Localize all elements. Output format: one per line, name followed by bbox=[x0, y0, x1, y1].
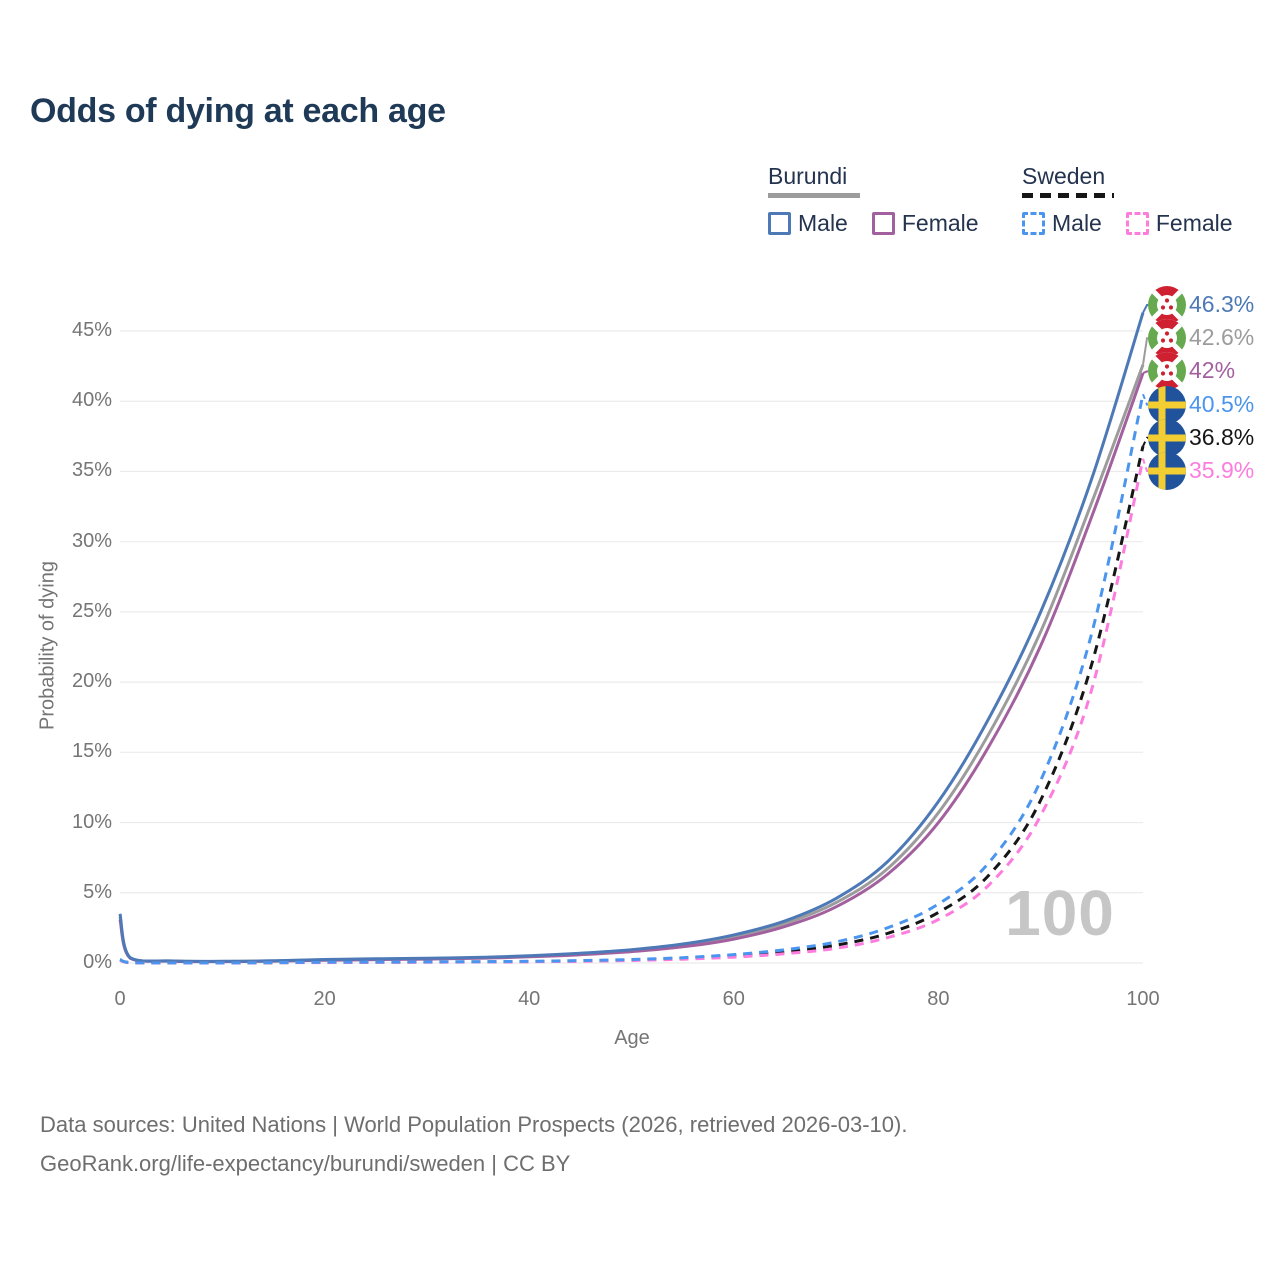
end-value-label-1: 46.3% bbox=[1189, 291, 1255, 317]
page-title: Odds of dying at each age bbox=[30, 92, 446, 130]
legend-country-sweden: Sweden bbox=[1022, 163, 1106, 189]
legend-label-burundi-female[interactable]: Female bbox=[901, 210, 979, 236]
series-line-burundi-female[interactable] bbox=[118, 372, 1145, 964]
label-leader-line bbox=[1142, 458, 1152, 472]
legend-toggle-sweden-female[interactable]: Female bbox=[1125, 210, 1233, 237]
burundi-flag-icon bbox=[1148, 319, 1186, 358]
footer-attribution-line: GeoRank.org/life-expectancy/burundi/swed… bbox=[40, 1151, 571, 1176]
series-line-burundi-both-sexes[interactable] bbox=[118, 364, 1145, 964]
burundi-flag-icon bbox=[1148, 286, 1186, 324]
legend-toggle-sweden-male[interactable]: Male bbox=[1022, 210, 1102, 237]
age-frame-watermark: 100 bbox=[1005, 877, 1115, 949]
end-value-label-3: 42% bbox=[1189, 357, 1236, 384]
label-leader-line bbox=[1142, 393, 1152, 406]
legend-swatch-sweden-male[interactable] bbox=[1022, 212, 1045, 235]
y-tick-label: 5% bbox=[83, 880, 112, 903]
end-value-label-4: 40.5% bbox=[1189, 390, 1255, 417]
legend-group-burundi: Burundi Male Female bbox=[768, 163, 979, 237]
x-tick-label: 0 bbox=[114, 988, 126, 1010]
footer-sources-line: Data sources: United Nations | World Pop… bbox=[40, 1112, 908, 1137]
x-tick-label: 100 bbox=[1126, 988, 1160, 1010]
y-tick-label: 20% bbox=[71, 670, 112, 693]
data-source-footer: Data sources: United Nations | World Pop… bbox=[40, 1105, 907, 1183]
legend-label-sweden-female[interactable]: Female bbox=[1155, 210, 1233, 236]
y-tick-label: 35% bbox=[71, 459, 112, 482]
legend-swatch-sweden-female[interactable] bbox=[1125, 212, 1149, 235]
burundi-flag-icon bbox=[1148, 352, 1186, 391]
series-line-burundi-male[interactable] bbox=[118, 312, 1145, 963]
y-tick-label: 45% bbox=[71, 319, 112, 341]
legend-toggle-burundi-male[interactable]: Male bbox=[768, 210, 848, 237]
sweden-flag-icon bbox=[1148, 418, 1186, 457]
end-value-label-2: 42.6% bbox=[1189, 324, 1255, 351]
y-tick-label: 40% bbox=[71, 389, 112, 412]
end-value-label-5: 36.8% bbox=[1189, 423, 1255, 450]
legend-label-sweden-male[interactable]: Male bbox=[1052, 210, 1102, 236]
y-tick-label: 15% bbox=[71, 740, 112, 763]
legend-toggle-burundi-female[interactable]: Female bbox=[871, 210, 979, 237]
legend-swatch-burundi-male[interactable] bbox=[768, 212, 791, 235]
legend-group-sweden: Sweden Male Female bbox=[1022, 163, 1233, 237]
x-tick-label: 60 bbox=[722, 988, 745, 1010]
y-tick-label: 0% bbox=[83, 951, 112, 973]
series-line-sweden-male[interactable] bbox=[119, 393, 1145, 965]
legend-label-burundi-male[interactable]: Male bbox=[798, 210, 848, 236]
x-axis-title: Age bbox=[614, 1027, 650, 1049]
x-tick-label: 80 bbox=[927, 988, 950, 1010]
sweden-flag-icon bbox=[1148, 385, 1186, 424]
x-tick-label: 40 bbox=[518, 988, 541, 1010]
x-tick-label: 20 bbox=[313, 988, 336, 1010]
y-tick-label: 30% bbox=[71, 529, 112, 552]
legend-country-burundi: Burundi bbox=[768, 163, 848, 189]
legend-swatch-burundi-female[interactable] bbox=[871, 212, 895, 235]
y-tick-label: 25% bbox=[71, 599, 112, 622]
y-axis-title: Probability of dying bbox=[36, 561, 59, 730]
end-value-label-6: 35.9% bbox=[1189, 457, 1255, 483]
sweden-flag-icon bbox=[1148, 452, 1186, 490]
legend-line-sample-solid bbox=[768, 193, 860, 198]
legend-line-sample-dashed bbox=[1022, 193, 1114, 198]
y-tick-label: 10% bbox=[71, 810, 112, 833]
